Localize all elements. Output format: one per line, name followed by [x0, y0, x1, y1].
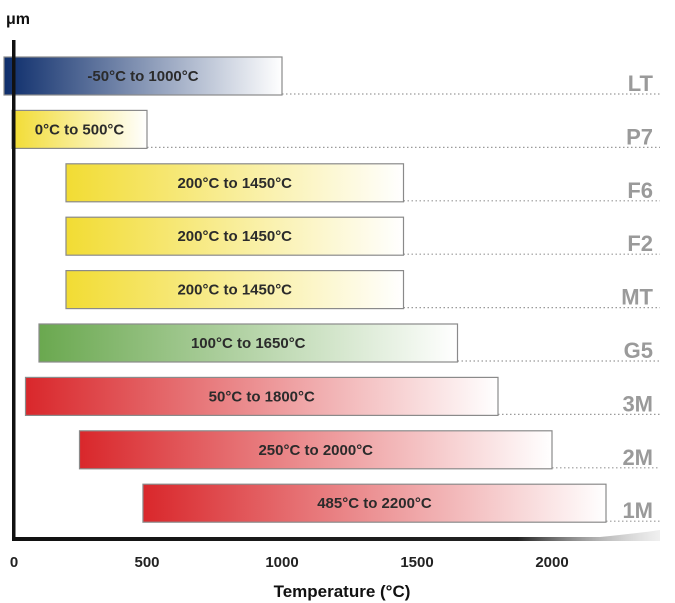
bar-label-lt: -50°C to 1000°C	[87, 68, 198, 85]
bar-label-f2: 200°C to 1450°C	[177, 228, 292, 245]
x-tick-label: 2000	[535, 554, 568, 571]
row-label-mt: MT	[621, 285, 653, 310]
row-label-p7: P7	[626, 124, 653, 149]
bar-lt	[3, 56, 283, 96]
bar-f2	[65, 216, 405, 256]
row-label-lt: LT	[628, 71, 654, 96]
x-tick-label: 500	[134, 554, 159, 571]
bar-mt	[65, 270, 405, 310]
bar-label-f6: 200°C to 1450°C	[177, 175, 292, 192]
row-label-1m: 1M	[622, 498, 653, 523]
y-axis-line	[12, 40, 16, 538]
bar-label-2m: 250°C to 2000°C	[258, 442, 373, 459]
row-label-g5: G5	[624, 338, 653, 363]
bar-label-1m: 485°C to 2200°C	[317, 495, 432, 512]
bar-label-p7: 0°C to 500°C	[35, 121, 125, 138]
x-tick-label: 0	[10, 554, 18, 571]
bar-3m	[24, 376, 499, 416]
bar-g5	[38, 323, 459, 363]
row-label-f2: F2	[627, 231, 653, 256]
x-tick-labels: 0 500 1000 1500 2000	[10, 554, 569, 571]
x-tick-label: 1500	[400, 554, 433, 571]
x-tick-label: 1000	[265, 554, 298, 571]
x-axis-title: Temperature (°C)	[274, 582, 411, 601]
bar-label-mt: 200°C to 1450°C	[177, 282, 292, 299]
y-unit-label: μm	[6, 11, 30, 28]
bar-p7	[11, 109, 148, 150]
row-label-f6: F6	[627, 178, 653, 203]
bar-f6	[65, 163, 405, 203]
bar-label-g5: 100°C to 1650°C	[191, 335, 306, 352]
row-label-2m: 2M	[622, 445, 653, 470]
row-label-3m: 3M	[622, 391, 653, 416]
bar-label-3m: 50°C to 1800°C	[209, 388, 315, 405]
x-axis-line	[12, 530, 660, 541]
bar-1m	[142, 483, 607, 523]
bar-2m	[78, 430, 553, 470]
bars-layer: -50°C to 1000°C LT 0°C to 500°C P7 200°C to …	[3, 56, 660, 523]
